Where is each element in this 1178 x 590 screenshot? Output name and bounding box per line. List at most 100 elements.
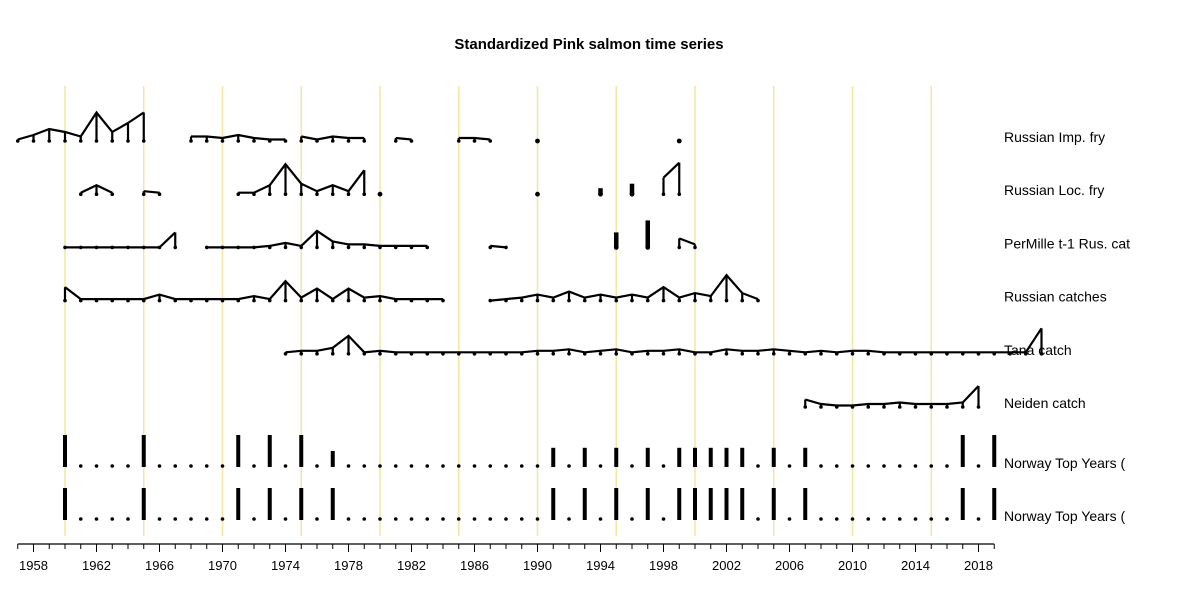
series-label-4: Tana catch	[1004, 342, 1072, 358]
series-6-dot-1972	[252, 464, 256, 468]
series-7-dot-1978	[346, 517, 351, 521]
series-1-point-1-1	[157, 192, 162, 196]
series-0-point-2-3	[346, 139, 351, 143]
series-7-dot-1962	[94, 517, 99, 521]
x-tick-label-1970: 1970	[208, 558, 237, 573]
series-4-point-0-40	[913, 352, 918, 356]
series-4-segment-0	[285, 327, 1043, 354]
series-3-point-1-15	[724, 298, 729, 303]
series-1-point-2-1	[252, 192, 256, 196]
x-tick-label-1962: 1962	[82, 558, 111, 573]
series-3-point-0-15	[299, 298, 304, 303]
series-0-point-0-4	[78, 139, 83, 143]
series-0-point-0-6	[110, 139, 115, 143]
series-4-point-0-16	[535, 352, 540, 356]
series-4-point-0-9	[425, 352, 430, 356]
series-3-point-0-5	[141, 298, 146, 303]
series-3-point-0-10	[220, 298, 225, 303]
series-7-dot-2011	[866, 517, 871, 521]
series-6-dot-2018	[976, 464, 981, 468]
series-3-point-1-8	[614, 298, 619, 303]
series-0-point-1-1	[204, 139, 209, 143]
series-7-dot-1981	[393, 517, 398, 521]
x-tick-label-1974: 1974	[271, 558, 300, 573]
series-4-point-0-36	[850, 352, 855, 356]
series-4-point-0-38	[882, 352, 886, 356]
series-6-dot-2006	[787, 464, 792, 468]
series-6-dot-1978	[346, 464, 351, 468]
series-7-dot-1974	[283, 517, 288, 521]
series-2-point-1-4	[267, 245, 272, 250]
series-6-dot-1998	[661, 464, 666, 468]
series-6-dot-2014	[913, 464, 918, 468]
series-4-point-0-25	[677, 352, 682, 356]
series-6-dot-1966	[157, 464, 162, 468]
series-2-point-2-0	[488, 245, 493, 250]
series-5-point-0-4	[866, 405, 871, 409]
series-0-point-2-0	[299, 139, 304, 143]
series-3-point-1-5	[567, 298, 571, 303]
series-7-dot-1967	[173, 517, 178, 521]
series-3-point-0-13	[267, 298, 272, 303]
series-2-point-1-12	[393, 245, 398, 250]
series-3-point-1-17	[756, 298, 760, 303]
series-4-point-0-18	[567, 352, 571, 356]
x-tick-label-2014: 2014	[901, 558, 930, 573]
series-7-dot-1994	[598, 517, 603, 521]
series-6-dot-2009	[834, 464, 839, 468]
series-4-point-0-21	[614, 352, 619, 356]
series-0	[15, 110, 682, 144]
series-6-dot-1964	[126, 464, 130, 468]
series-4-point-0-37	[866, 352, 871, 356]
series-4-point-0-1	[299, 352, 304, 356]
series-2-point-0-5	[141, 245, 146, 250]
series-4-point-0-44	[976, 352, 981, 356]
series-3-point-0-9	[204, 298, 209, 303]
series-4-point-0-17	[551, 352, 556, 356]
series-3-point-0-0	[63, 298, 67, 303]
series-3-point-1-2	[519, 298, 524, 303]
series-2-point-1-13	[409, 245, 414, 250]
series-7-dot-2015	[929, 517, 934, 521]
series-3-point-0-3	[110, 298, 115, 303]
x-tick-label-1986: 1986	[460, 558, 489, 573]
x-tick-label-2018: 2018	[964, 558, 993, 573]
series-0-point-0-2	[47, 139, 52, 143]
x-tick-label-1994: 1994	[586, 558, 615, 573]
series-7-dot-1996	[630, 517, 634, 521]
series-6	[63, 435, 997, 468]
series-7-dot-1968	[189, 517, 193, 521]
series-0-point-1-0	[189, 139, 193, 143]
series-2-point-0-0	[63, 245, 67, 250]
series-4-point-0-15	[519, 352, 524, 356]
series-5-point-0-6	[897, 405, 902, 409]
series-2-segment-2	[490, 244, 507, 249]
series-4-point-0-13	[488, 352, 493, 356]
series-4-point-0-27	[708, 352, 713, 356]
series-7-dot-1972	[252, 517, 256, 521]
series-label-1: Russian Loc. fry	[1004, 182, 1104, 198]
series-3-point-0-24	[441, 298, 445, 303]
series-7-dot-2009	[834, 517, 839, 521]
x-tick-label-1982: 1982	[397, 558, 426, 573]
series-1-point-3-0	[661, 192, 666, 196]
series-4-point-0-11	[456, 352, 461, 356]
series-6-dot-1979	[362, 464, 367, 468]
series-3-point-1-3	[535, 298, 540, 303]
series-7-dot-2018	[976, 517, 981, 521]
series-5-point-0-0	[803, 405, 808, 409]
series-7-dot-2010	[850, 517, 855, 521]
chart-title: Standardized Pink salmon time series	[454, 36, 724, 53]
series-6-dot-1985	[456, 464, 461, 468]
series-2-point-0-4	[126, 245, 130, 250]
series-5-point-0-11	[976, 405, 981, 409]
series-4-point-0-34	[819, 352, 823, 356]
series-0-point-0-5	[94, 139, 99, 143]
series-1-point-3-1	[677, 192, 682, 196]
series-4-point-0-42	[945, 352, 949, 356]
series-0-point-0-0	[15, 139, 20, 143]
series-4-point-0-2	[315, 352, 319, 356]
series-2-segment-0	[65, 231, 177, 249]
x-tick-label-1978: 1978	[334, 558, 363, 573]
series-0-single-point-1	[676, 138, 682, 144]
